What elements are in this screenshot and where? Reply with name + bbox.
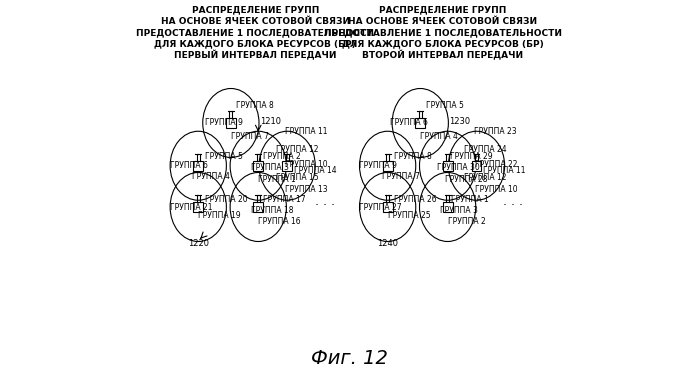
Text: ГРУППА 23: ГРУППА 23 bbox=[474, 127, 517, 136]
Text: ГРУППА 11: ГРУППА 11 bbox=[483, 166, 526, 175]
Text: ГРУППА 13: ГРУППА 13 bbox=[285, 185, 328, 194]
Text: ГРУППА 3: ГРУППА 3 bbox=[251, 164, 289, 172]
Polygon shape bbox=[415, 118, 425, 128]
Text: ГРУППА 29: ГРУППА 29 bbox=[450, 152, 493, 161]
Text: ГРУППА 20: ГРУППА 20 bbox=[205, 195, 247, 204]
Text: ГРУППА 27: ГРУППА 27 bbox=[359, 202, 402, 211]
Polygon shape bbox=[193, 161, 203, 171]
Text: ГРУППА 12: ГРУППА 12 bbox=[464, 172, 507, 182]
Text: ГРУППА 4: ГРУППА 4 bbox=[192, 172, 230, 181]
Text: ГРУППА 1: ГРУППА 1 bbox=[452, 195, 489, 204]
Text: ГРУППА 3: ГРУППА 3 bbox=[440, 206, 478, 215]
Text: ГРУППА 10: ГРУППА 10 bbox=[285, 160, 328, 169]
Text: ГРУППА 21: ГРУППА 21 bbox=[170, 202, 212, 211]
Text: . . .: . . . bbox=[503, 195, 523, 208]
Polygon shape bbox=[443, 202, 452, 212]
Polygon shape bbox=[383, 202, 392, 212]
Polygon shape bbox=[226, 118, 236, 128]
Text: ГРУППА 7: ГРУППА 7 bbox=[382, 172, 419, 181]
Polygon shape bbox=[253, 202, 263, 212]
Text: ГРУППА 14: ГРУППА 14 bbox=[293, 166, 336, 175]
Text: ГРУППА 17: ГРУППА 17 bbox=[262, 195, 306, 204]
Text: 1230: 1230 bbox=[449, 117, 470, 126]
Polygon shape bbox=[253, 161, 263, 171]
Polygon shape bbox=[383, 161, 392, 171]
Text: 1220: 1220 bbox=[188, 239, 209, 248]
Text: ГРУППА 12: ГРУППА 12 bbox=[276, 146, 318, 154]
Text: ГРУППА 19: ГРУППА 19 bbox=[198, 211, 241, 220]
Text: ГРУППА 28: ГРУППА 28 bbox=[445, 175, 488, 184]
Polygon shape bbox=[193, 202, 203, 212]
Polygon shape bbox=[443, 161, 452, 171]
Polygon shape bbox=[282, 161, 292, 171]
Text: 1210: 1210 bbox=[260, 117, 281, 126]
Text: Фиг. 12: Фиг. 12 bbox=[311, 348, 387, 368]
Text: ГРУППА 16: ГРУППА 16 bbox=[258, 217, 301, 226]
Text: ГРУППА 6: ГРУППА 6 bbox=[170, 161, 207, 170]
Text: ГРУППА 9: ГРУППА 9 bbox=[205, 118, 242, 128]
Text: ГРУППА 4: ГРУППА 4 bbox=[420, 132, 458, 141]
Text: ГРУППА 5: ГРУППА 5 bbox=[426, 100, 463, 109]
Text: ГРУППА 25: ГРУППА 25 bbox=[387, 211, 430, 220]
Text: ГРУППА 15: ГРУППА 15 bbox=[276, 172, 318, 182]
Text: ГРУППА 5: ГРУППА 5 bbox=[205, 152, 242, 161]
Text: ГРУППА 1: ГРУППА 1 bbox=[258, 175, 296, 184]
Text: ГРУППА 26: ГРУППА 26 bbox=[394, 195, 437, 204]
Text: ГРУППА 24: ГРУППА 24 bbox=[464, 146, 507, 154]
Text: ГРУППА 8: ГРУППА 8 bbox=[394, 152, 432, 161]
Text: ГРУППА 8: ГРУППА 8 bbox=[237, 100, 274, 109]
Text: 1240: 1240 bbox=[377, 239, 398, 248]
Text: РАСПРЕДЕЛЕНИЕ ГРУПП
НА ОСНОВЕ ЯЧЕЕК СОТОВОЙ СВЯЗИ
ПРЕДОСТАВЛЕНИЕ 1 ПОСЛЕДОВАТЕЛЬ: РАСПРЕДЕЛЕНИЕ ГРУПП НА ОСНОВЕ ЯЧЕЕК СОТО… bbox=[136, 6, 374, 61]
Text: ГРУППА 22: ГРУППА 22 bbox=[475, 160, 517, 169]
Text: РАСПРЕДЕЛЕНИЕ ГРУПП
НА ОСНОВЕ ЯЧЕЕК СОТОВОЙ СВЯЗИ
ПРЕДОСТАВЛЕНИЕ 1 ПОСЛЕДОВАТЕЛЬ: РАСПРЕДЕЛЕНИЕ ГРУПП НА ОСНОВЕ ЯЧЕЕК СОТО… bbox=[324, 6, 562, 61]
Text: ГРУППА 30: ГРУППА 30 bbox=[437, 164, 480, 172]
Text: ГРУППА 7: ГРУППА 7 bbox=[231, 132, 269, 141]
Text: ГРУППА 11: ГРУППА 11 bbox=[285, 127, 328, 136]
Text: ГРУППА 6: ГРУППА 6 bbox=[390, 118, 428, 128]
Polygon shape bbox=[472, 161, 482, 171]
Text: ГРУППА 9: ГРУППА 9 bbox=[359, 161, 397, 170]
Text: . . .: . . . bbox=[315, 195, 335, 208]
Text: ГРУППА 18: ГРУППА 18 bbox=[251, 206, 293, 215]
Text: ГРУППА 2: ГРУППА 2 bbox=[447, 217, 485, 226]
Text: ГРУППА 2: ГРУППА 2 bbox=[262, 152, 301, 161]
Text: ГРУППА 10: ГРУППА 10 bbox=[475, 185, 517, 194]
